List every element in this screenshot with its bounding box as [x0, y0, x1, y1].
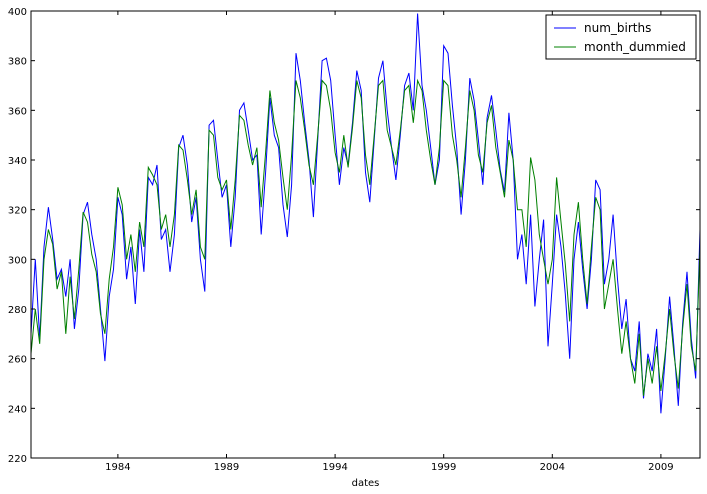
legend-box — [545, 14, 697, 60]
legend: num_births month_dummied — [545, 14, 697, 60]
x-tick-label: 1994 — [322, 462, 347, 473]
x-tick-label: 1999 — [431, 462, 456, 473]
x-tick-label: 1989 — [214, 462, 239, 473]
legend-label-month-dummied: month_dummied — [584, 40, 686, 54]
y-tick-label: 360 — [8, 106, 27, 117]
legend-label-num-births: num_births — [584, 21, 651, 35]
x-axis: 1984 1989 1994 1999 2004 2009 — [105, 11, 674, 473]
y-tick-label: 260 — [8, 355, 27, 366]
y-tick-label: 320 — [8, 206, 27, 217]
x-tick-label: 2009 — [648, 462, 673, 473]
y-tick-label: 240 — [8, 404, 27, 415]
plot-frame — [30, 10, 701, 459]
x-tick-label: 2004 — [540, 462, 565, 473]
y-tick-label: 280 — [8, 305, 27, 316]
y-tick-label: 400 — [8, 7, 27, 18]
y-tick-label: 340 — [8, 156, 27, 167]
x-tick-label: 1984 — [105, 462, 130, 473]
y-tick-label: 300 — [8, 255, 27, 266]
y-tick-label: 220 — [8, 454, 27, 465]
series-line-num-births — [30, 13, 701, 414]
y-tick-label: 380 — [8, 57, 27, 68]
x-axis-label: dates — [352, 478, 380, 489]
y-axis: 220 240 260 280 300 320 340 360 380 400 — [8, 7, 700, 465]
plot-lines — [30, 13, 701, 414]
series-line-month-dummied — [30, 78, 701, 396]
